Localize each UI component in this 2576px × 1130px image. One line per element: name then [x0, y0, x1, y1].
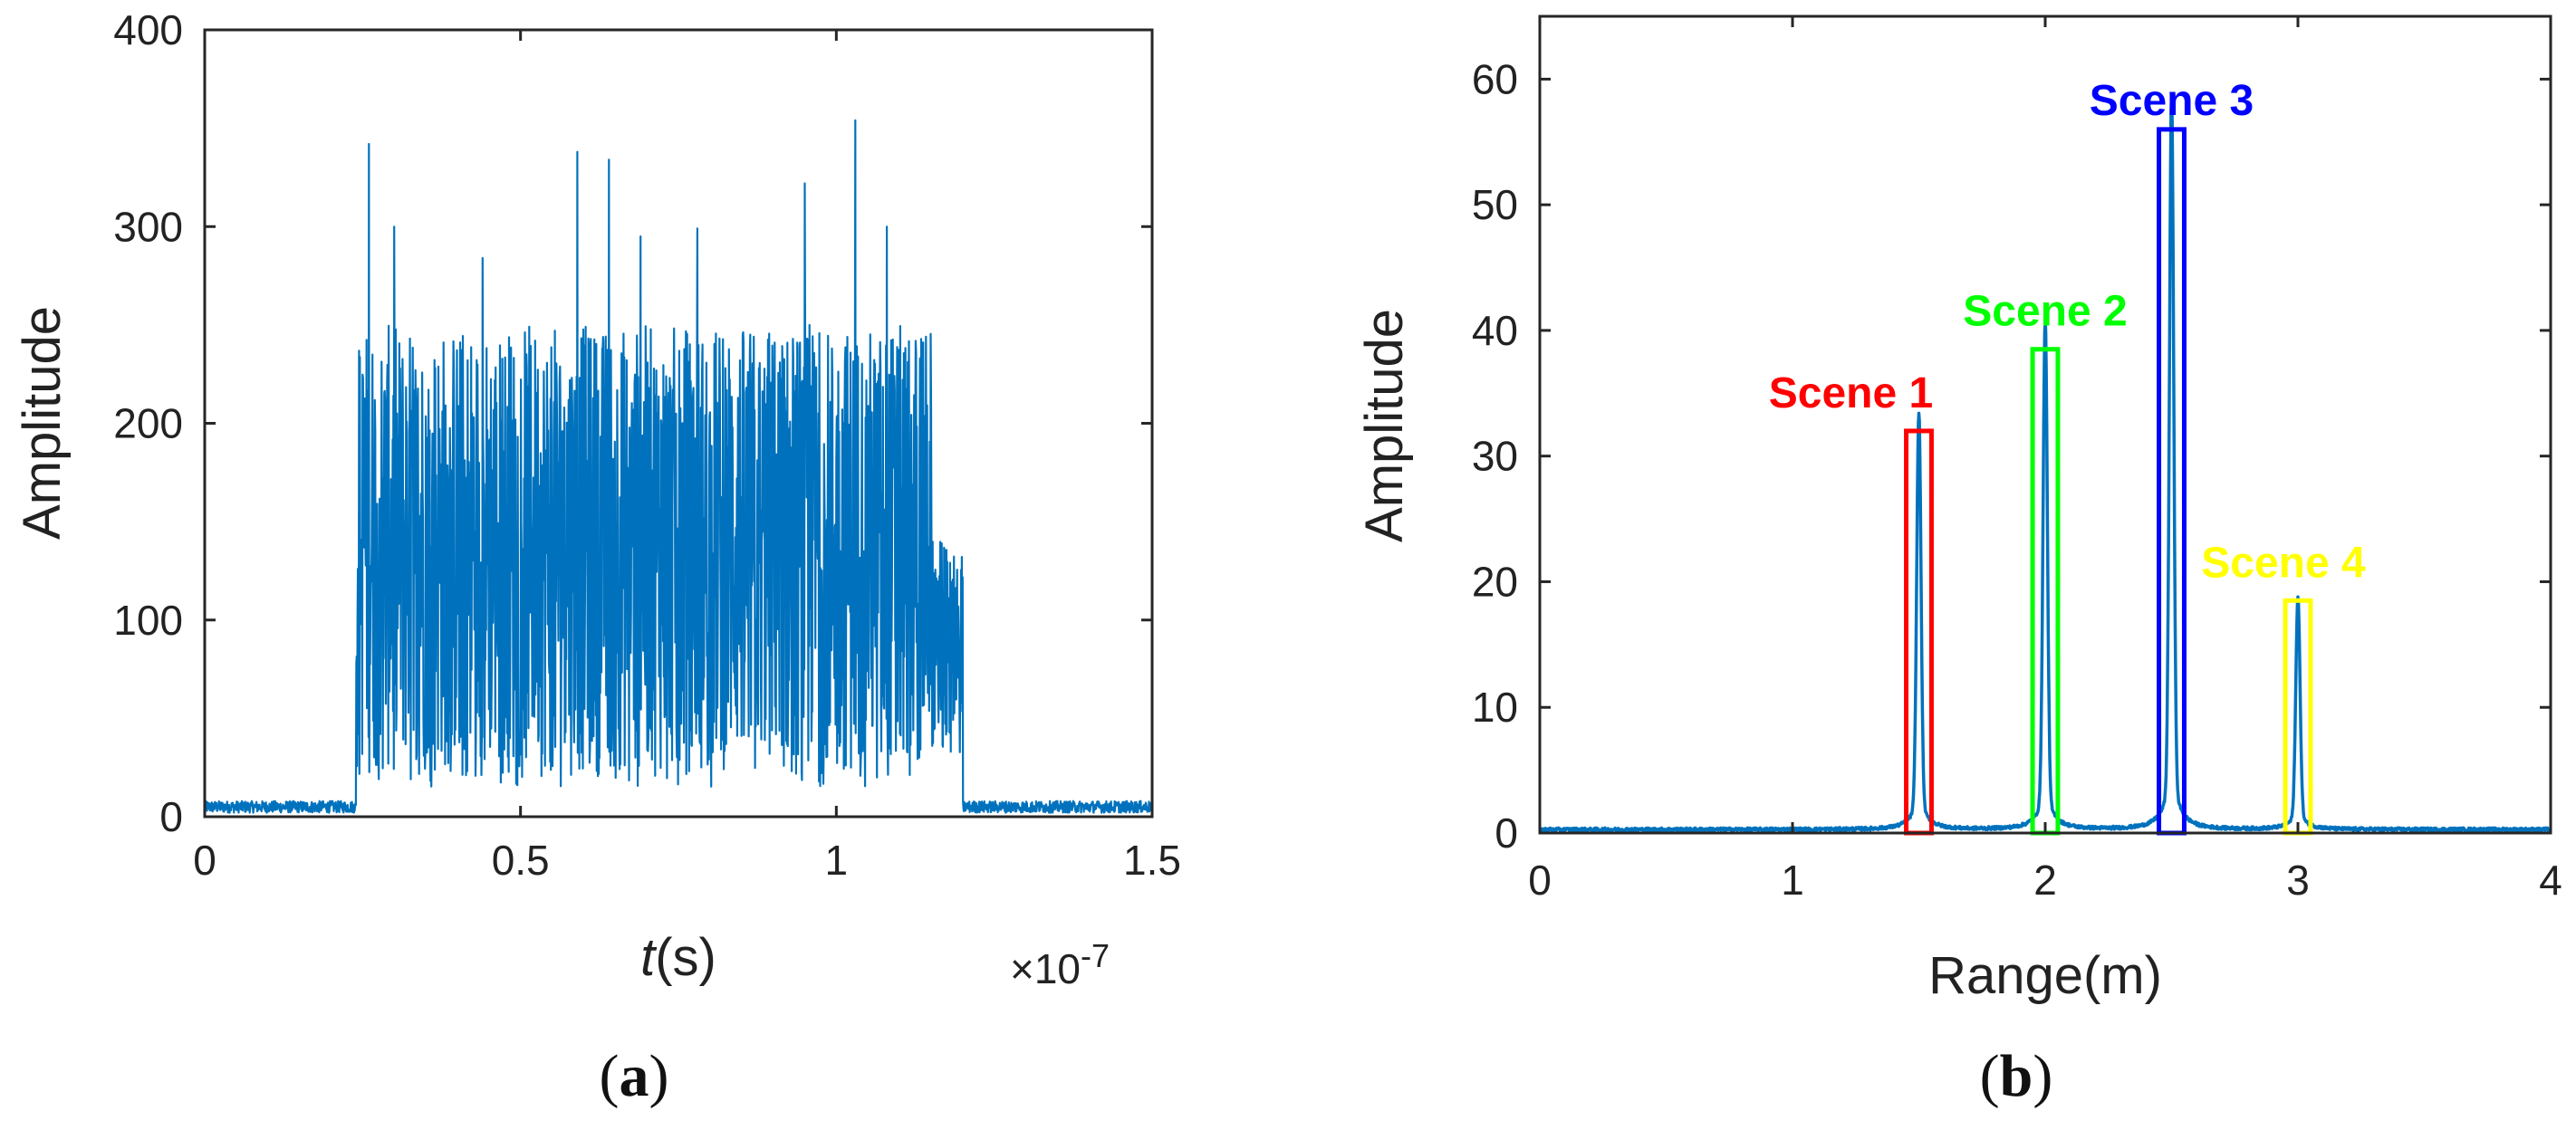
chart-b: Scene 1 Scene 2 Scene 3 Scene 4 0 1 2 3 4 0 10 20… [1355, 14, 2562, 1109]
chart-b-y-tick-label: 10 [1472, 684, 1518, 731]
chart-b-x-ticks: 0 1 2 3 4 [1528, 16, 2562, 904]
chart-b-y-tick-label: 40 [1472, 307, 1518, 354]
chart-b-x-tick-label: 3 [2286, 857, 2310, 904]
chart-a-x-ticks: 0 0.5 1 1.5 [193, 30, 1181, 884]
scene-label: Scene 3 [2090, 77, 2254, 125]
chart-a-series-line [203, 119, 1154, 814]
chart-a-y-label: Amplitude [13, 306, 72, 540]
chart-b-series [1538, 92, 2552, 833]
chart-b-y-tick-label: 30 [1472, 433, 1518, 480]
chart-a: 0 0.5 1 1.5 0 100 200 300 400 t(s) ×10-7 Amplit… [13, 6, 1181, 1109]
chart-a-panel-label: (a) [600, 1043, 669, 1109]
chart-b-y-tick-label: 60 [1472, 55, 1518, 102]
chart-b-y-ticks: 0 10 20 30 40 50 60 [1472, 55, 2551, 857]
chart-a-x-tick-label: 1.5 [1123, 837, 1181, 884]
chart-b-y-tick-label: 20 [1472, 558, 1518, 605]
chart-a-y-tick-label: 400 [113, 6, 183, 53]
chart-b-x-tick-label: 1 [1781, 857, 1804, 904]
chart-a-x-exponent: ×10-7 [1010, 937, 1110, 992]
chart-b-y-label: Amplitude [1355, 309, 1414, 542]
chart-a-x-tick-label: 1 [825, 837, 849, 884]
chart-a-y-tick-label: 0 [159, 793, 183, 840]
chart-b-y-tick-label: 50 [1472, 181, 1518, 228]
chart-a-x-tick-label: 0.5 [492, 837, 550, 884]
scene-label: Scene 1 [1769, 369, 1933, 417]
chart-a-x-tick-label: 0 [193, 837, 216, 884]
chart-b-annotations: Scene 1 Scene 2 Scene 3 Scene 4 [1769, 77, 2366, 836]
chart-a-y-ticks: 0 100 200 300 400 [113, 6, 1152, 840]
chart-b-x-tick-label: 4 [2539, 857, 2562, 904]
chart-b-series-line [1538, 92, 2552, 833]
chart-b-x-tick-label: 2 [2033, 857, 2057, 904]
chart-b-x-tick-label: 0 [1528, 857, 1552, 904]
chart-a-x-label: t(s) [640, 928, 716, 987]
chart-b-y-tick-label: 0 [1495, 809, 1518, 857]
chart-b-panel-label: (b) [1980, 1043, 2053, 1109]
scene-label: Scene 2 [1963, 288, 2127, 336]
chart-b-x-label: Range(m) [1928, 946, 2162, 1005]
chart-a-y-tick-label: 300 [113, 203, 183, 250]
chart-a-y-tick-label: 100 [113, 597, 183, 644]
chart-a-series [203, 119, 1154, 814]
scene-label: Scene 4 [2201, 539, 2366, 587]
chart-a-y-tick-label: 200 [113, 400, 183, 447]
